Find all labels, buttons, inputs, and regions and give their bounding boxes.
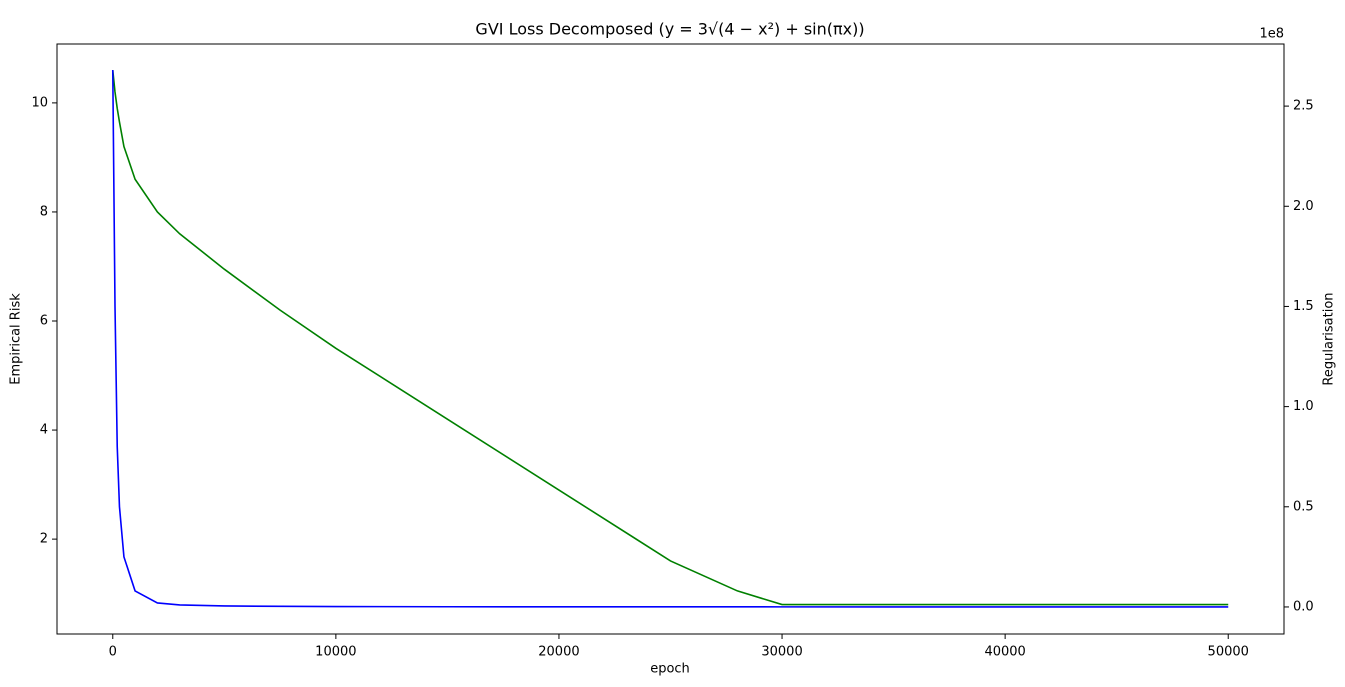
y-tick-label: 6 [40, 314, 48, 329]
y2-tick-label: 1.0 [1293, 399, 1314, 414]
chart-title: GVI Loss Decomposed (y = 3√(4 − x²) + si… [475, 20, 864, 39]
y-axis-label: Empirical Risk [9, 293, 24, 385]
y-tick-label: 2 [40, 532, 48, 547]
x-tick-label: 30000 [761, 645, 802, 660]
y2-tick-label: 2.5 [1293, 99, 1314, 114]
y-tick-label: 4 [40, 423, 48, 438]
x-tick-label: 50000 [1208, 645, 1249, 660]
y2-tick-label: 0.0 [1293, 599, 1314, 614]
x-tick-label: 40000 [984, 645, 1025, 660]
y2-tick-label: 1.5 [1293, 299, 1314, 314]
line-series [111, 70, 1229, 608]
x-axis-label: epoch [650, 662, 690, 677]
x-tick-label: 20000 [538, 645, 579, 660]
line-series [111, 70, 1229, 606]
plot-frame [56, 43, 1285, 635]
x-tick-label: 0 [109, 645, 117, 660]
y2-tick-label: 2.0 [1293, 199, 1314, 214]
x-tick-label: 10000 [315, 645, 356, 660]
y-tick-label: 10 [31, 95, 48, 110]
y2-offset-label: 1e8 [1259, 27, 1284, 42]
y-tick-label: 8 [40, 204, 48, 219]
y2-tick-label: 0.5 [1293, 499, 1314, 514]
y2-axis-label: Regularisation [1322, 292, 1337, 385]
